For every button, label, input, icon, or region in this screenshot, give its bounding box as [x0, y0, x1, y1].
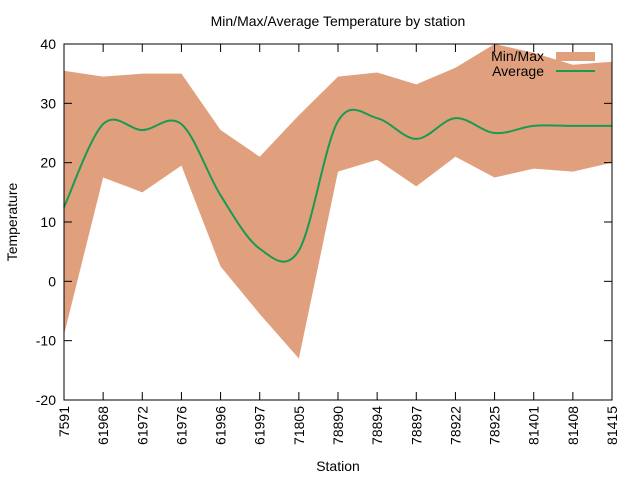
y-tick-label: -10 [36, 333, 56, 349]
x-tick-label: 78925 [487, 406, 503, 445]
y-tick-label: 10 [40, 214, 56, 230]
y-axis-title: Temperature [4, 182, 20, 261]
x-tick-label: 61976 [173, 406, 189, 445]
x-tick-label: 71805 [291, 406, 307, 445]
x-axis-title: Station [316, 458, 360, 474]
y-tick-label: 40 [40, 36, 56, 52]
y-tick-label: 30 [40, 95, 56, 111]
min-max-band-area [64, 44, 612, 359]
x-tick-label: 78922 [447, 406, 463, 445]
y-tick-label: 0 [48, 273, 56, 289]
x-tick-label: 61972 [134, 406, 150, 445]
x-tick-label: 81401 [526, 406, 542, 445]
x-tick-label: 61997 [252, 406, 268, 445]
x-tick-label: 78897 [408, 406, 424, 445]
min-max-band [64, 44, 612, 359]
y-axis: -20 -10 0 10 20 30 40 [36, 36, 612, 408]
x-tick-label: 81415 [604, 406, 620, 445]
x-tick-label: 7591 [56, 406, 72, 437]
x-tick-label: 61968 [95, 406, 111, 445]
legend-label-min-max: Min/Max [491, 48, 544, 64]
x-tick-label: 78894 [369, 406, 385, 445]
x-axis: 7591 61968 61972 61976 61996 61997 71805 78890 7… [56, 44, 620, 445]
average-line [63, 108, 612, 263]
legend-label-average: Average [492, 63, 544, 79]
legend-swatch-min-max [556, 52, 595, 61]
average-line-group [63, 108, 612, 263]
x-tick-label: 61996 [213, 406, 229, 445]
x-tick-label: 81408 [565, 406, 581, 445]
y-tick-label: -20 [36, 392, 56, 408]
x-tick-label: 78890 [330, 406, 346, 445]
chart-title: Min/Max/Average Temperature by station [211, 13, 466, 29]
y-tick-label: 20 [40, 155, 56, 171]
